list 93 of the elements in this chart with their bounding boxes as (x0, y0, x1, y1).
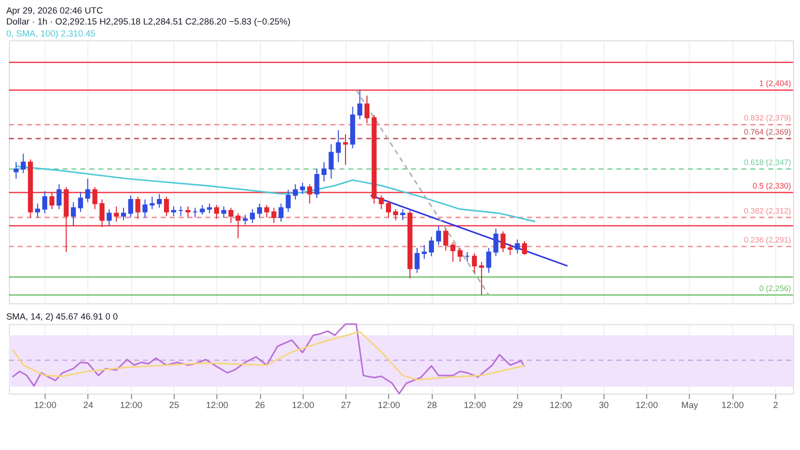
x-tick-label: 12:00 (378, 400, 400, 410)
candlestick (106, 208, 112, 226)
candlestick (257, 203, 262, 218)
candlestick (450, 242, 456, 262)
ref-line-label: 0.236 (2,291) (744, 236, 792, 245)
candlestick (386, 200, 391, 218)
candlestick (114, 206, 119, 222)
x-tick-label: 26 (255, 400, 266, 410)
candlestick (142, 198, 148, 218)
candlestick (200, 204, 205, 216)
x-tick-label: May (681, 400, 699, 410)
candlestick (343, 134, 348, 166)
candlestick (328, 144, 334, 180)
x-tick-label: 2 (773, 400, 778, 410)
candlestick (78, 192, 84, 212)
candlestick (236, 212, 241, 239)
candlestick (70, 202, 76, 226)
ref-line-label: 0.618 (2,347) (744, 158, 792, 168)
candlestick (300, 182, 306, 194)
x-tick-label: 12:00 (722, 400, 744, 410)
candlestick (206, 203, 212, 214)
candlestick (422, 244, 427, 260)
candlestick (264, 204, 270, 218)
x-tick-label: 30 (598, 400, 609, 410)
candlestick (458, 247, 463, 262)
candlestick (428, 236, 434, 257)
candlestick (500, 230, 506, 253)
x-tick-label: 24 (83, 400, 94, 410)
candlestick (228, 207, 234, 224)
candlestick (56, 184, 62, 210)
candlestick (49, 192, 54, 210)
x-tick-label: 12:00 (464, 400, 486, 410)
text: Apr 29, 2026 02:46 UTC (6, 5, 104, 16)
candlestick (479, 261, 484, 296)
candlestick (42, 190, 48, 214)
x-tick-label: 29 (512, 400, 523, 410)
chart-title: SMA, 14, 2) 45.67 46.91 0 0 (6, 311, 118, 322)
x-tick-label: 25 (169, 400, 180, 410)
ref-line-label: 0.5 (2,330) (752, 182, 792, 191)
candlestick (514, 239, 520, 254)
x-tick-label: 28 (426, 400, 437, 410)
x-tick-label: 12:00 (120, 400, 142, 410)
candlestick (336, 130, 341, 163)
x-tick-label: 12:00 (550, 400, 572, 410)
x-tick-label: 12:00 (34, 400, 56, 410)
x-tick-label: 27 (341, 400, 351, 410)
candlestick (486, 247, 492, 274)
chart-title: Dollar · 1h · O2,292.15 H2,295.18 L2,284.51 C2,286.20 −5.83 (−0.25%) (6, 16, 290, 26)
candlestick (35, 203, 40, 218)
candlestick (250, 208, 255, 224)
candlestick (221, 206, 226, 218)
candlestick (322, 162, 326, 182)
candlestick (378, 194, 384, 210)
ref-line-label: 0.382 (2,312) (744, 206, 792, 216)
candlestick (128, 194, 134, 218)
candlestick (508, 243, 513, 256)
candlestick (92, 186, 98, 210)
candlestick (357, 90, 362, 120)
ref-line-label: 0.764 (2,369) (744, 128, 792, 137)
candlestick (185, 206, 190, 218)
candlestick (493, 228, 498, 257)
candlestick (292, 184, 298, 200)
candlestick (214, 204, 220, 220)
x-tick-label: 12:00 (206, 400, 228, 410)
x-tick-label: 12:00 (292, 400, 314, 410)
ref-line-label: 1 (2,404) (759, 79, 792, 88)
candlestick (100, 198, 105, 228)
ref-line-label: 0 (2,256) (759, 284, 792, 294)
chart-subtitle: 0, SMA, 100) 2,310.45 (6, 28, 96, 38)
candlestick (314, 168, 320, 199)
candlestick (164, 196, 169, 217)
candlestick (436, 225, 442, 246)
candlestick (171, 206, 176, 217)
candlestick (135, 196, 140, 220)
x-tick-label: 12:00 (636, 400, 658, 410)
candlestick (307, 184, 312, 204)
candlestick (414, 247, 420, 274)
candlestick (364, 95, 370, 124)
candlestick (14, 162, 19, 180)
candlestick (121, 207, 126, 221)
candlestick (156, 193, 162, 208)
candlestick (443, 228, 448, 252)
candlestick (472, 252, 477, 274)
ref-line-label: 0.832 (2,379) (744, 114, 792, 123)
candlestick (271, 207, 276, 224)
candlestick (85, 178, 90, 203)
candlestick (278, 203, 284, 222)
candlestick (20, 153, 26, 174)
candlestick (400, 208, 406, 221)
candlestick (522, 240, 528, 256)
candlestick (286, 189, 291, 212)
candlestick (150, 196, 155, 210)
candlestick (393, 208, 398, 221)
